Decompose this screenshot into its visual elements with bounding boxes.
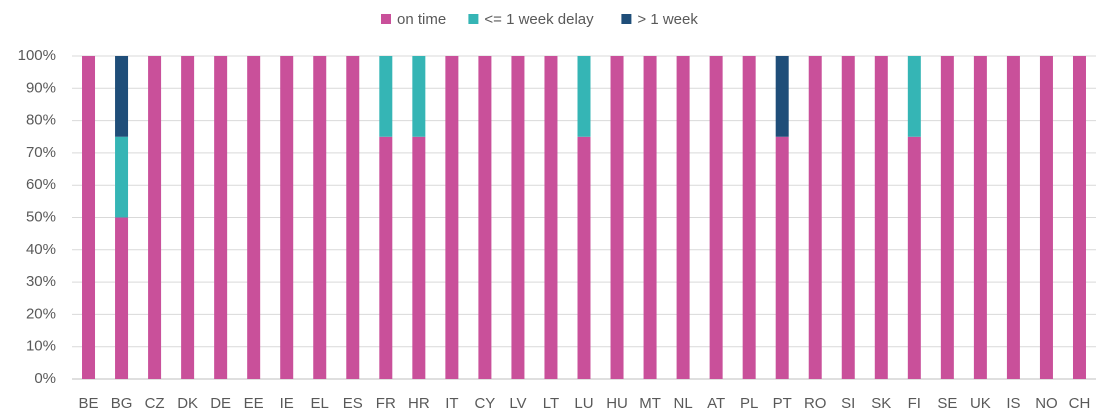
bar-segment bbox=[907, 136, 921, 379]
x-tick-label: BE bbox=[79, 395, 99, 412]
y-tick-label: 50% bbox=[26, 208, 56, 225]
x-tick-label: RO bbox=[804, 395, 827, 412]
x-tick-label: CZ bbox=[145, 395, 165, 412]
x-tick-label: IS bbox=[1006, 395, 1020, 412]
x-tick-label: IT bbox=[445, 395, 458, 412]
y-tick-label: 40% bbox=[26, 241, 56, 258]
x-tick-label: NL bbox=[674, 395, 693, 412]
bar-segment bbox=[742, 56, 756, 379]
x-tick-label: FI bbox=[908, 395, 921, 412]
bar-segment bbox=[115, 56, 129, 137]
x-tick-label: NO bbox=[1035, 395, 1058, 412]
bar-segment bbox=[181, 56, 195, 379]
legend-label: <= 1 week delay bbox=[484, 11, 594, 28]
bar-segment bbox=[808, 56, 822, 379]
bar-segment bbox=[874, 56, 888, 379]
x-tick-label: LU bbox=[574, 395, 593, 412]
legend-label: on time bbox=[397, 11, 446, 28]
legend-swatch bbox=[621, 14, 632, 24]
bar-segment bbox=[1039, 56, 1053, 379]
bar-segment bbox=[940, 56, 954, 379]
bar-segment bbox=[775, 56, 789, 137]
x-tick-label: BG bbox=[111, 395, 133, 412]
bar-segment bbox=[478, 56, 492, 379]
x-tick-label: FR bbox=[376, 395, 396, 412]
bar-segment bbox=[643, 56, 657, 379]
x-tick-label: HR bbox=[408, 395, 430, 412]
x-tick-label: SI bbox=[841, 395, 855, 412]
y-tick-label: 70% bbox=[26, 144, 56, 161]
bar-segment bbox=[346, 56, 360, 379]
bar-segment bbox=[841, 56, 855, 379]
bar-segment bbox=[412, 136, 426, 379]
x-tick-label: UK bbox=[970, 395, 991, 412]
bar-segment bbox=[775, 136, 789, 379]
bar-segment bbox=[445, 56, 459, 379]
x-tick-label: DK bbox=[177, 395, 198, 412]
y-tick-label: 60% bbox=[26, 176, 56, 193]
x-tick-label: IE bbox=[280, 395, 294, 412]
bar-segment bbox=[115, 217, 129, 379]
bar-segment bbox=[577, 56, 591, 137]
bar-segment bbox=[907, 56, 921, 137]
legend-swatch bbox=[468, 14, 479, 24]
y-tick-label: 80% bbox=[26, 112, 56, 129]
bar-segment bbox=[610, 56, 624, 379]
bar-segment bbox=[577, 136, 591, 379]
x-tick-label: MT bbox=[639, 395, 661, 412]
bar-segment bbox=[280, 56, 294, 379]
bar-segment bbox=[676, 56, 690, 379]
y-tick-label: 100% bbox=[18, 47, 56, 64]
x-tick-label: DE bbox=[210, 395, 231, 412]
y-tick-label: 30% bbox=[26, 273, 56, 290]
y-tick-label: 20% bbox=[26, 305, 56, 322]
x-tick-label: EL bbox=[311, 395, 329, 412]
x-tick-label: HU bbox=[606, 395, 628, 412]
bar-segment bbox=[1072, 56, 1086, 379]
x-tick-label: CH bbox=[1069, 395, 1091, 412]
bar-segment bbox=[115, 136, 129, 218]
x-tick-label: EE bbox=[244, 395, 264, 412]
x-tick-label: SK bbox=[871, 395, 891, 412]
y-tick-label: 0% bbox=[34, 370, 56, 387]
bar-segment bbox=[313, 56, 327, 379]
bar-segment bbox=[544, 56, 558, 379]
x-tick-label: SE bbox=[937, 395, 957, 412]
bar-segment bbox=[148, 56, 162, 379]
bar-segment bbox=[709, 56, 723, 379]
x-tick-label: CY bbox=[474, 395, 495, 412]
bar-segment bbox=[214, 56, 228, 379]
bar-segment bbox=[511, 56, 525, 379]
x-tick-label: LV bbox=[509, 395, 526, 412]
x-tick-label: LT bbox=[543, 395, 559, 412]
y-tick-label: 90% bbox=[26, 79, 56, 96]
bar-segment bbox=[247, 56, 261, 379]
x-tick-label: AT bbox=[707, 395, 725, 412]
legend-swatch bbox=[381, 14, 391, 24]
y-tick-label: 10% bbox=[26, 338, 56, 355]
x-tick-label: PT bbox=[773, 395, 792, 412]
bar-segment bbox=[412, 56, 426, 137]
bar-segment bbox=[379, 56, 393, 137]
bar-segment bbox=[379, 136, 393, 379]
x-tick-label: ES bbox=[343, 395, 363, 412]
legend-label: > 1 week bbox=[637, 11, 698, 28]
bar-segment bbox=[82, 56, 96, 379]
bar-segment bbox=[973, 56, 987, 379]
bar-segment bbox=[1006, 56, 1020, 379]
x-tick-label: PL bbox=[740, 395, 758, 412]
